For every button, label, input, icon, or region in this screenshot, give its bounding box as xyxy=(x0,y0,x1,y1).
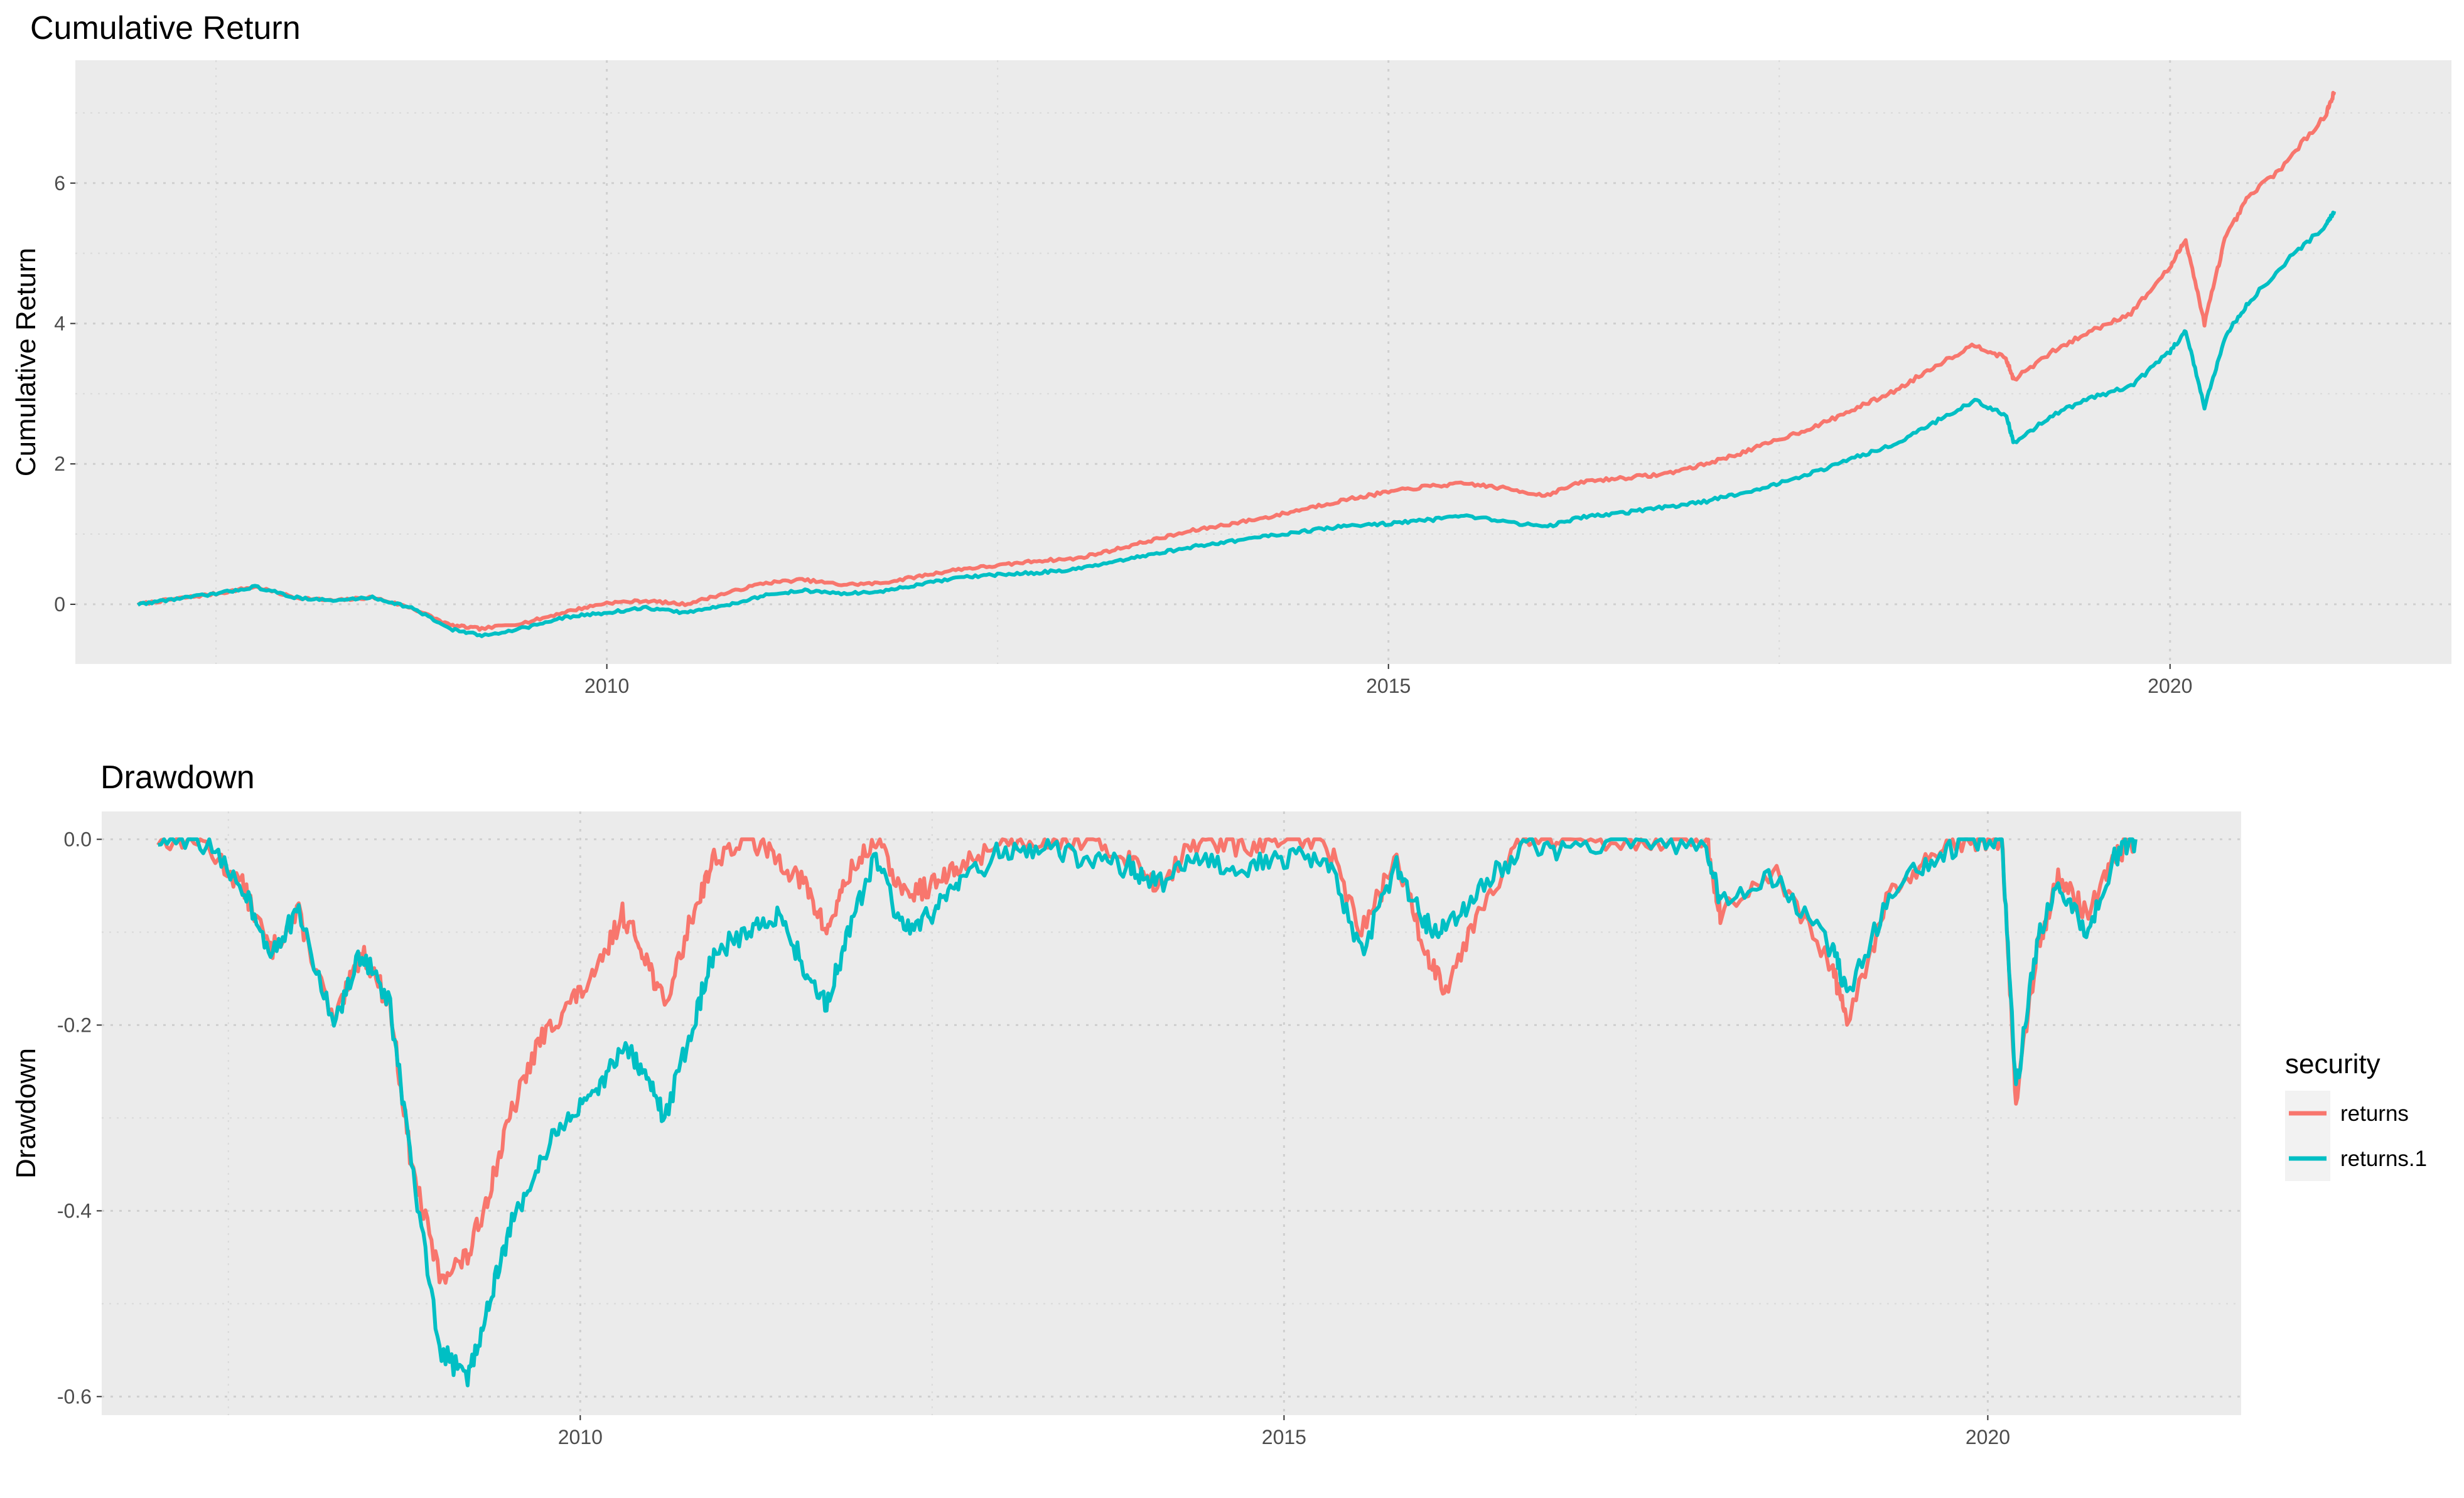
panel-1-title: Cumulative Return xyxy=(30,10,301,46)
panel-2-title: Drawdown xyxy=(100,759,255,796)
panel-1-y-axis-label: Cumulative Return xyxy=(11,248,41,476)
panel-1-series xyxy=(136,90,2337,638)
legend-label-returns-1: returns.1 xyxy=(2340,1147,2427,1171)
x-tick-label: 2010 xyxy=(558,1426,603,1448)
series-line-returns-1 xyxy=(137,210,2337,638)
x-tick-label: 2010 xyxy=(584,675,629,697)
y-tick-label: 0.0 xyxy=(64,828,92,850)
legend: security returns returns.1 xyxy=(2285,1049,2427,1181)
y-tick-label: 2 xyxy=(54,452,65,475)
panel-2-y-ticks: -0.6 -0.4 -0.2 0.0 xyxy=(57,828,102,1408)
x-tick-label: 2020 xyxy=(2148,675,2192,697)
panel-2-gridlines xyxy=(102,811,2241,1415)
panel-1-y-ticks: 0 2 4 6 xyxy=(54,172,75,616)
y-tick-label: 0 xyxy=(54,593,65,616)
x-tick-label: 2015 xyxy=(1366,675,1411,697)
y-tick-label: 4 xyxy=(54,312,65,334)
y-tick-label: 6 xyxy=(54,172,65,195)
x-tick-label: 2020 xyxy=(1966,1426,2010,1448)
panel-1-x-ticks: 2010 2015 2020 xyxy=(584,664,2192,697)
y-tick-label: -0.6 xyxy=(57,1385,92,1408)
x-tick-label: 2015 xyxy=(1262,1426,1306,1448)
legend-label-returns: returns xyxy=(2340,1101,2409,1126)
series-line-returns-1 xyxy=(158,837,2138,1388)
y-tick-label: -0.4 xyxy=(57,1199,92,1222)
legend-title: security xyxy=(2285,1049,2381,1079)
panel-1-gridlines xyxy=(75,60,2451,664)
panel-2-y-axis-label: Drawdown xyxy=(11,1048,41,1179)
panel-2-series xyxy=(156,837,2138,1388)
series-line-returns xyxy=(136,90,2337,632)
panel-2-plot-area xyxy=(102,811,2241,1415)
panel-2-x-ticks: 2010 2015 2020 xyxy=(558,1415,2010,1448)
y-tick-label: -0.2 xyxy=(57,1014,92,1036)
panel-1-plot-area xyxy=(75,60,2451,664)
